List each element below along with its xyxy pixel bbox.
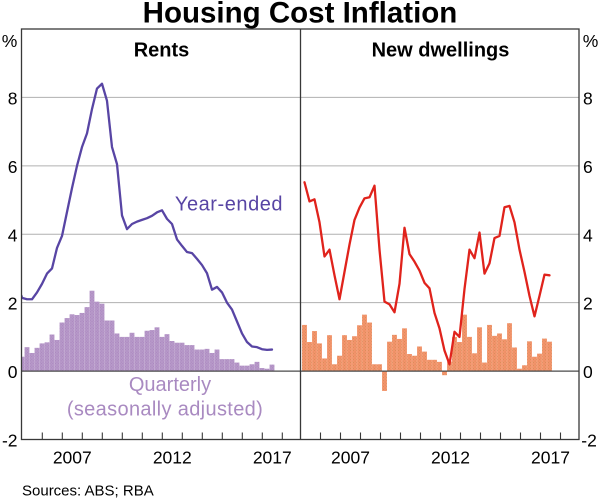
svg-text:2: 2 xyxy=(8,294,18,314)
svg-text:0: 0 xyxy=(583,362,593,382)
svg-text:4: 4 xyxy=(8,225,18,245)
svg-text:Sources: ABS; RBA: Sources: ABS; RBA xyxy=(22,483,154,500)
svg-text:Year-ended: Year-ended xyxy=(175,194,283,216)
svg-text:Housing Cost Inflation: Housing Cost Inflation xyxy=(143,0,458,30)
svg-text:%: % xyxy=(583,31,599,51)
svg-text:4: 4 xyxy=(583,225,593,245)
svg-text:8: 8 xyxy=(583,88,593,108)
svg-text:Quarterly: Quarterly xyxy=(129,374,211,396)
svg-text:0: 0 xyxy=(8,362,18,382)
svg-text:(seasonally adjusted): (seasonally adjusted) xyxy=(67,399,263,421)
svg-text:2: 2 xyxy=(583,294,593,314)
svg-text:2017: 2017 xyxy=(531,448,570,468)
svg-text:6: 6 xyxy=(583,157,593,177)
svg-text:2007: 2007 xyxy=(53,448,92,468)
svg-text:2017: 2017 xyxy=(253,448,292,468)
svg-text:New dwellings: New dwellings xyxy=(372,40,510,62)
svg-text:8: 8 xyxy=(8,88,18,108)
svg-text:-2: -2 xyxy=(581,431,597,451)
svg-text:Rents: Rents xyxy=(134,40,190,62)
svg-text:2007: 2007 xyxy=(331,448,370,468)
svg-text:2012: 2012 xyxy=(431,448,470,468)
svg-text:6: 6 xyxy=(8,157,18,177)
svg-text:2012: 2012 xyxy=(153,448,192,468)
svg-text:-2: -2 xyxy=(2,431,18,451)
svg-text:%: % xyxy=(2,31,18,51)
